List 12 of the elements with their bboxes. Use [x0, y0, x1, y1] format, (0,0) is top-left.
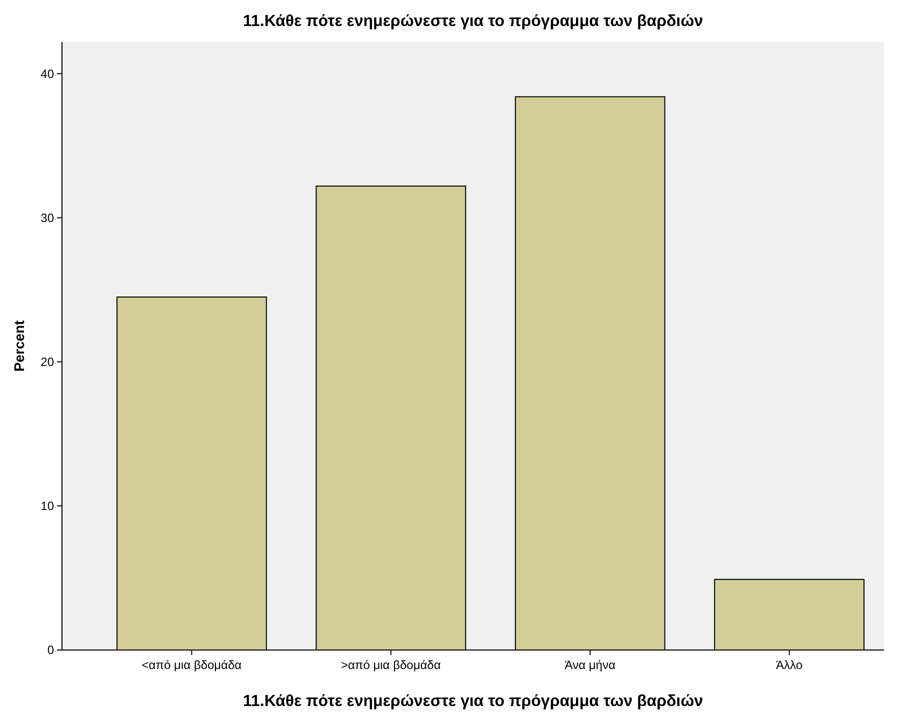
x-tick-label: Άνα μήνα: [564, 658, 616, 672]
x-axis-title: 11.Κάθε πότε ενημερώνεστε για το πρόγραμμα των βαρδιών: [242, 693, 704, 710]
y-tick-label: 0: [47, 643, 54, 658]
x-tick-label: >από μια βδομάδα: [340, 658, 441, 672]
y-tick-label: 20: [40, 355, 54, 370]
y-tick-label: 10: [40, 499, 54, 514]
chart-title: 11.Κάθε πότε ενημερώνεστε για το πρόγραμμα των βαρδιών: [242, 13, 704, 30]
x-tick-label: Άλλο: [776, 658, 803, 672]
y-tick-label: 30: [40, 210, 54, 225]
y-axis-title: Percent: [11, 320, 27, 372]
x-tick-label: <από μια βδομάδα: [142, 658, 242, 672]
y-tick-label: 40: [40, 66, 54, 81]
